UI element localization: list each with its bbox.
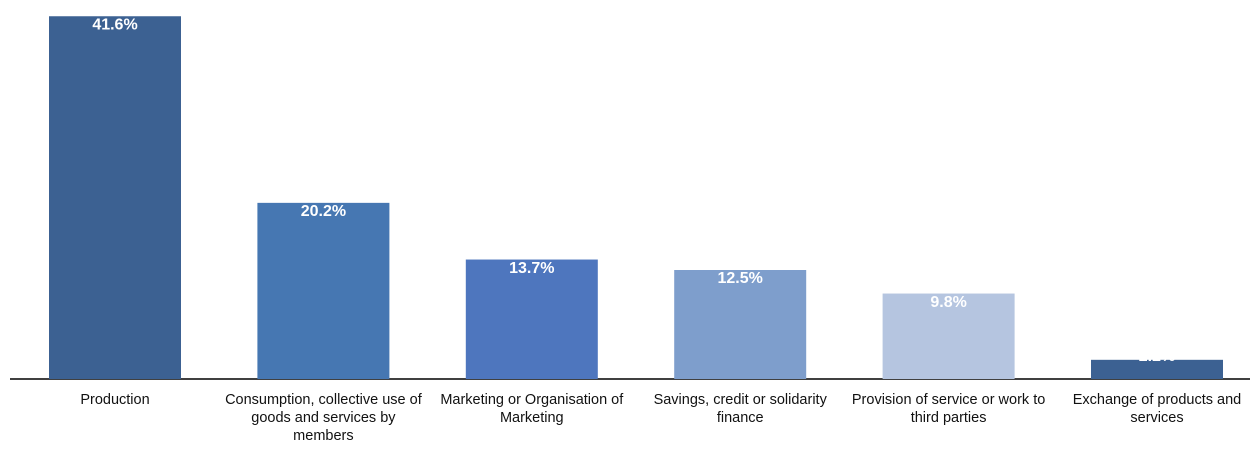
value-label: 20.2% [301, 203, 346, 220]
x-tick-label: Production [80, 392, 149, 408]
value-label: 41.6% [92, 16, 137, 33]
x-tick-label: Marketing or Organisation of Marketing [440, 392, 624, 426]
x-tick-label: Exchange of products and services [1073, 392, 1241, 426]
x-tick-label: Provision of service or work to third par… [852, 392, 1045, 426]
bar [1091, 359, 1223, 379]
bar [465, 259, 598, 379]
value-label: 12.5% [718, 270, 763, 287]
x-tick-label: Savings, credit or solidarity finance [654, 392, 828, 426]
bar [49, 16, 181, 380]
value-label: 9.8% [930, 294, 966, 311]
value-label: 13.7% [509, 260, 554, 277]
bar [882, 293, 1015, 379]
value-label: 2.2% [1139, 348, 1175, 365]
bar [674, 270, 807, 379]
x-tick-label: Consumption, collective use of goods and … [225, 392, 423, 444]
bar [257, 202, 390, 379]
